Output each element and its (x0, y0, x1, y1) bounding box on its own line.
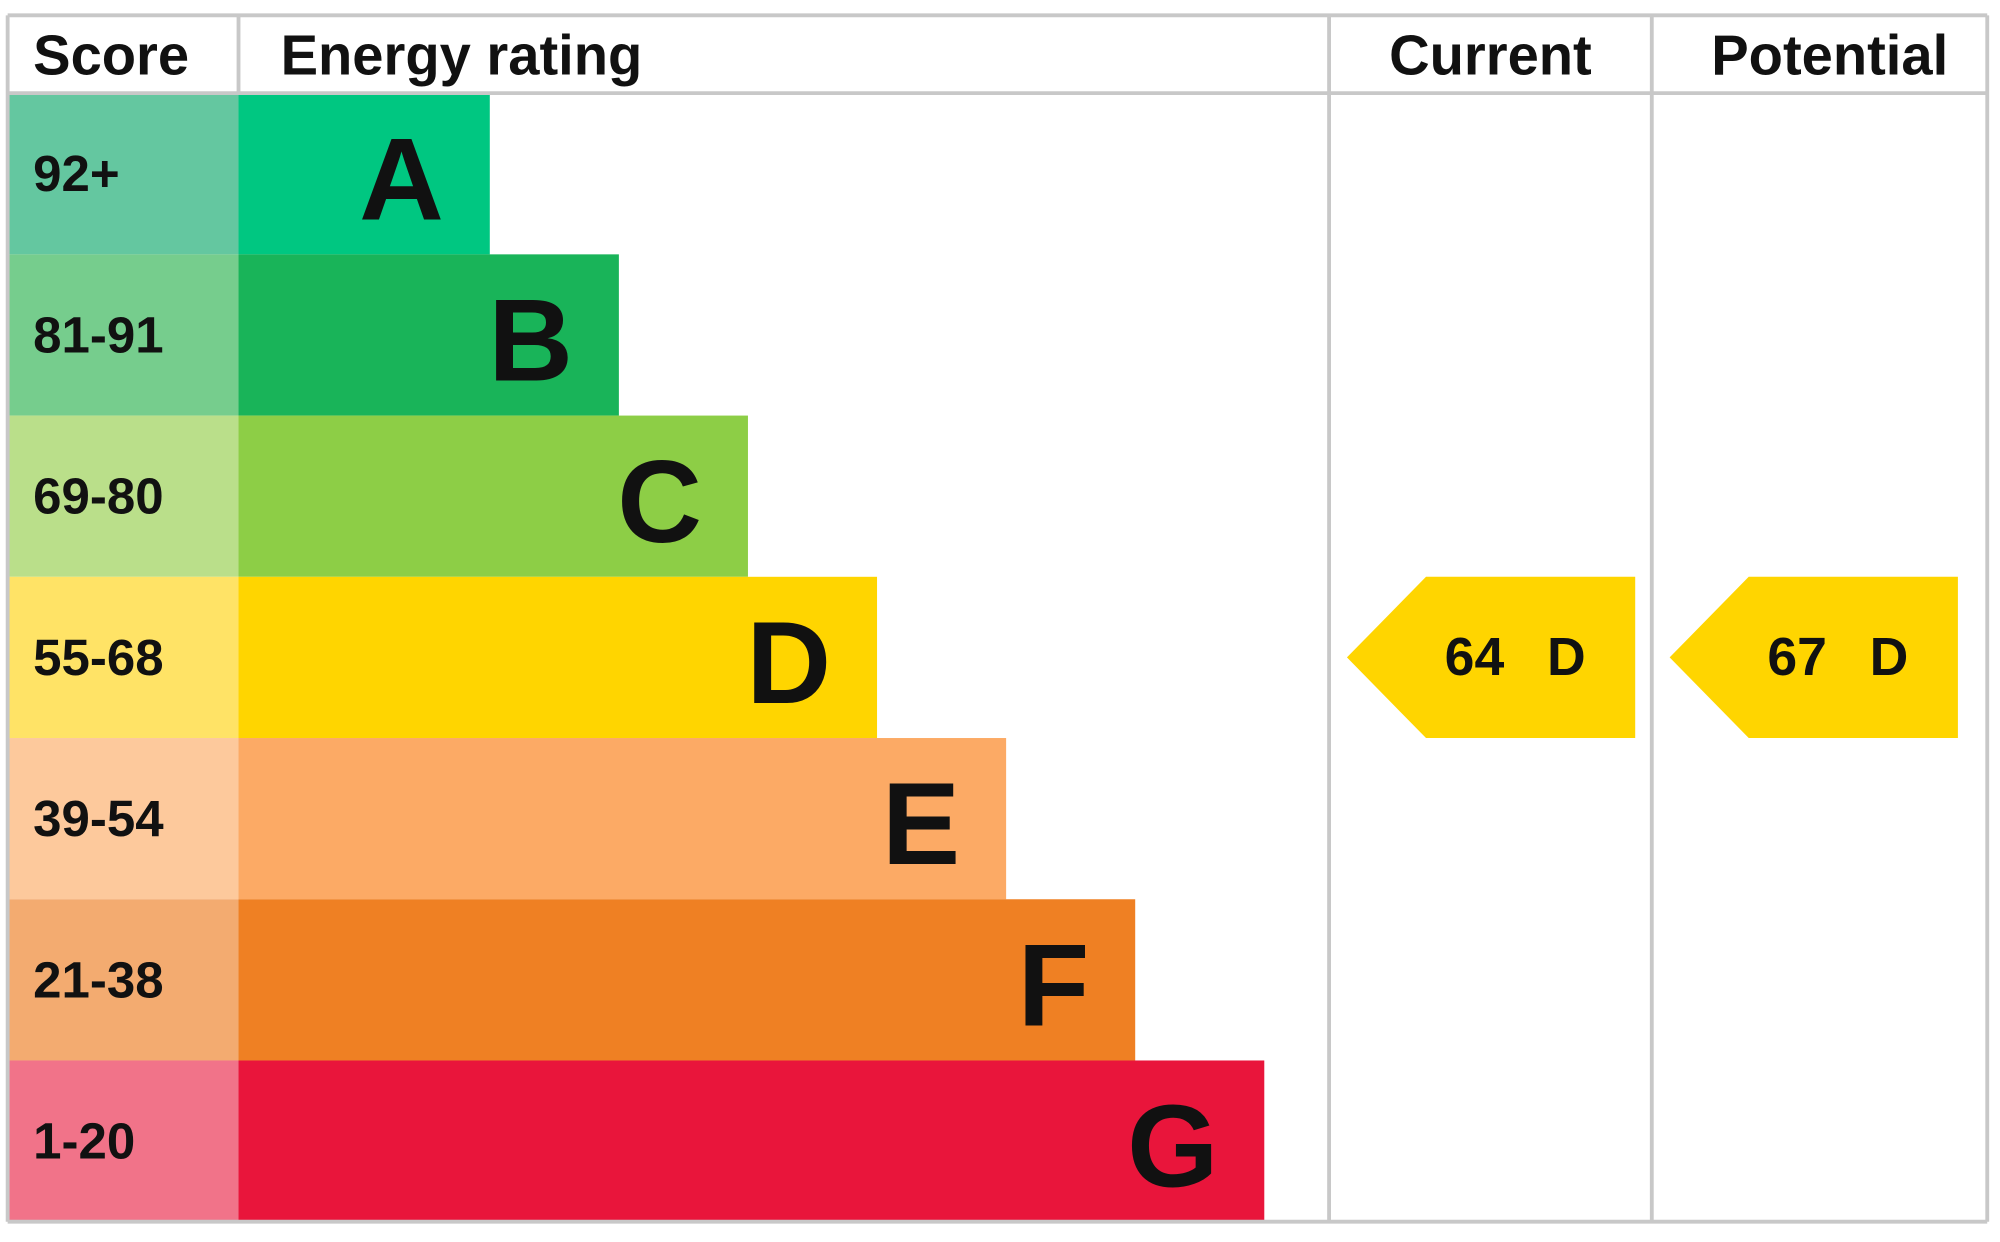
score-cell (7, 254, 239, 416)
score-cell (7, 1060, 239, 1222)
score-cell (7, 93, 239, 255)
score-label: 81-91 (33, 306, 163, 363)
potential-arrow (1669, 576, 1958, 739)
header-current: Current (1389, 23, 1592, 86)
score-label: 92+ (33, 145, 120, 202)
rating-letter: D (746, 597, 831, 728)
potential-value: 67 (1767, 628, 1827, 687)
header-score: Score (33, 23, 189, 86)
rating-bar (238, 415, 748, 577)
current-letter: D (1547, 628, 1586, 687)
score-cell (7, 899, 239, 1061)
rating-letter: B (488, 275, 573, 406)
current-value: 64 (1445, 628, 1505, 687)
score-label: 1-20 (33, 1113, 135, 1170)
rating-letter: E (882, 758, 960, 889)
header-potential: Potential (1711, 23, 1948, 86)
rating-bar (238, 1060, 1265, 1222)
current-arrow (1346, 576, 1636, 739)
header-rating: Energy rating (281, 23, 643, 86)
score-cell (7, 738, 239, 900)
score-cell (7, 415, 239, 577)
score-label: 39-54 (33, 790, 164, 847)
rating-bar (238, 738, 1007, 900)
score-label: 21-38 (33, 951, 163, 1008)
rating-bar (238, 899, 1136, 1061)
score-label: 69-80 (33, 468, 163, 525)
rating-bar (238, 576, 878, 739)
potential-letter: D (1870, 628, 1909, 687)
rating-letter: C (617, 436, 702, 567)
rating-letter: G (1127, 1081, 1218, 1212)
rating-letter: F (1018, 919, 1090, 1050)
score-cell (7, 576, 239, 739)
rating-letter: A (359, 113, 444, 244)
score-label: 55-68 (33, 629, 163, 686)
rating-bar (238, 93, 490, 255)
rating-bar (238, 254, 619, 416)
